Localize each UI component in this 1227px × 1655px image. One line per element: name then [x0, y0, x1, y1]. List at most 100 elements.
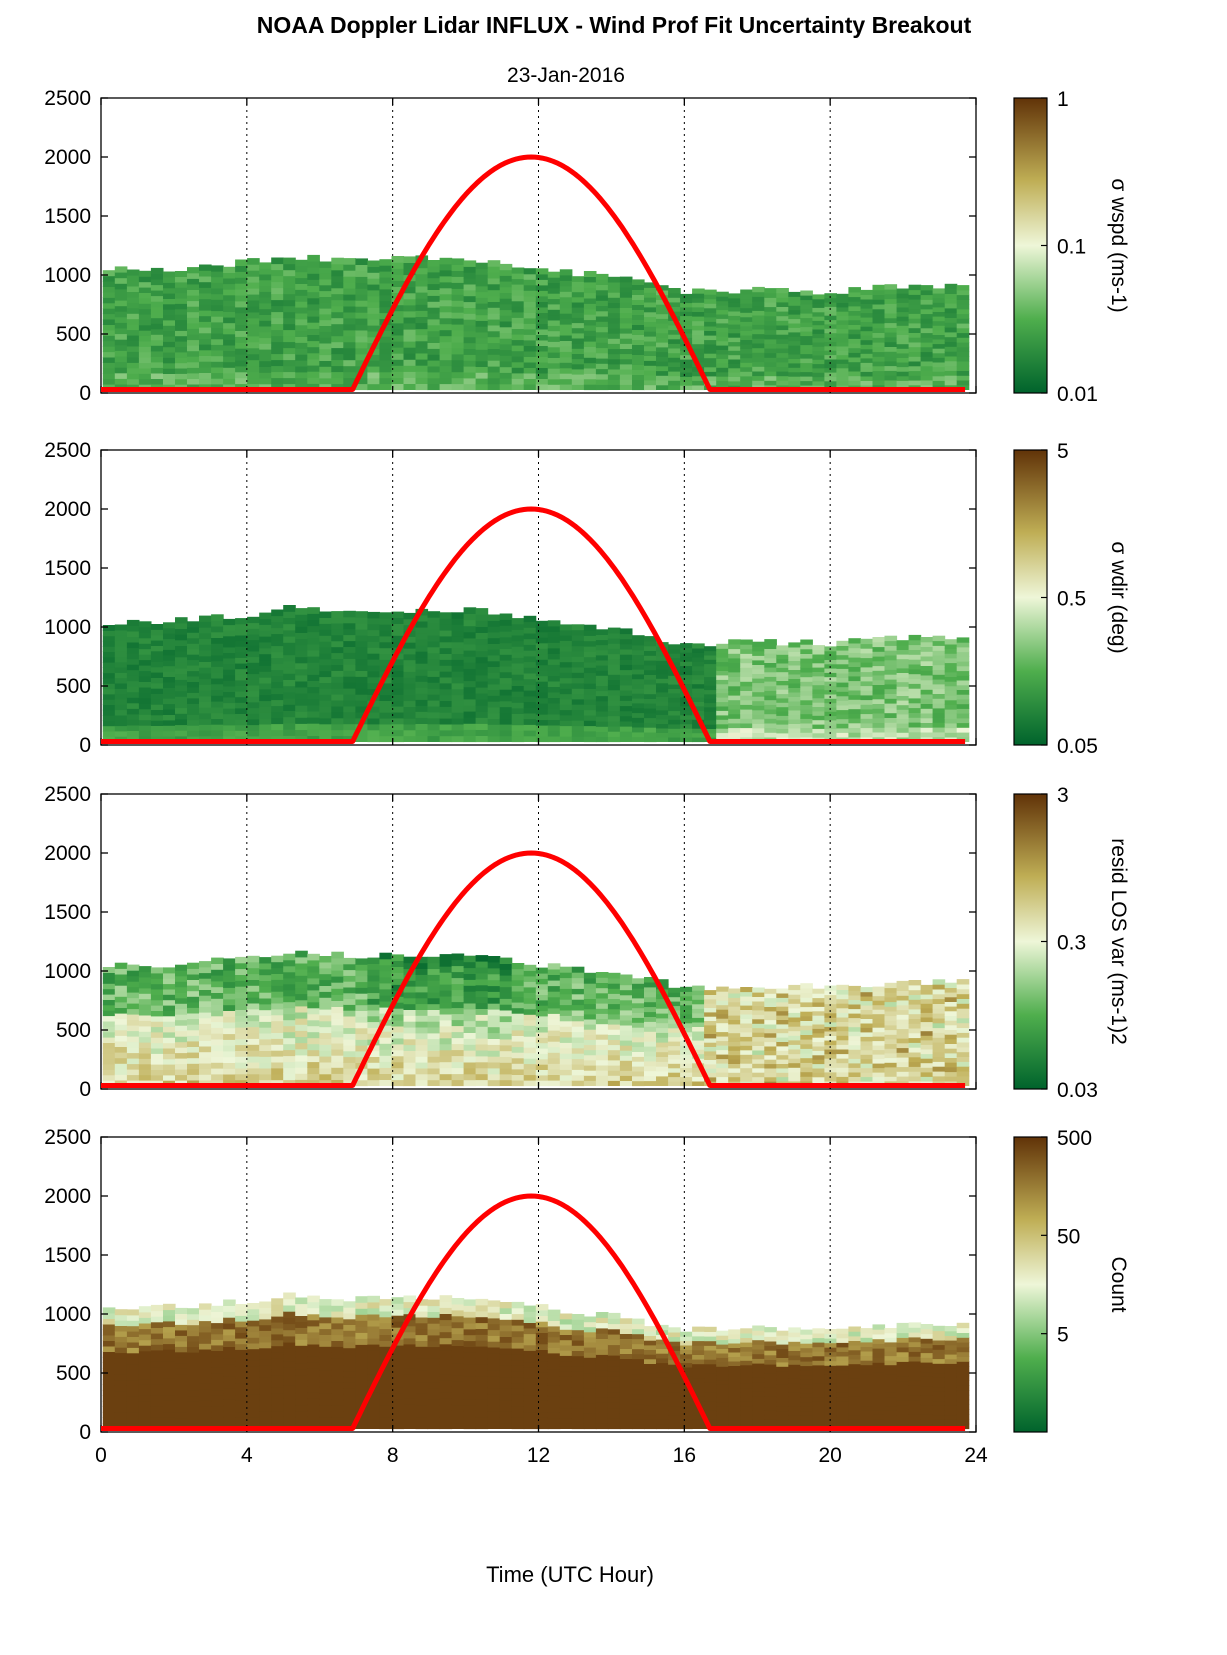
heatmap-cell: [283, 287, 296, 295]
heatmap-cell: [788, 376, 801, 382]
heatmap-cell: [187, 378, 200, 385]
heatmap-cell: [872, 991, 886, 997]
heatmap-cell: [247, 973, 260, 980]
heatmap-cell: [848, 1053, 861, 1059]
heatmap-cell: [487, 330, 501, 338]
heatmap-cell: [788, 1076, 801, 1082]
heatmap-cell: [223, 328, 236, 335]
heatmap-cell: [367, 283, 380, 291]
heatmap-cell: [571, 650, 585, 657]
heatmap-cell: [114, 294, 128, 301]
heatmap-cell: [944, 667, 958, 673]
heatmap-cell: [379, 271, 392, 278]
heatmap-cell: [920, 1067, 934, 1073]
heatmap-cell: [728, 988, 741, 994]
heatmap-cell: [728, 310, 741, 316]
heatmap-cell: [944, 639, 958, 645]
heatmap-cell: [259, 1015, 272, 1022]
heatmap-cell: [331, 723, 344, 731]
heatmap-cell: [547, 303, 561, 310]
heatmap-cell: [559, 966, 573, 973]
heatmap-cell: [391, 262, 405, 269]
heatmap-cell: [583, 651, 597, 658]
heatmap-cell: [247, 701, 260, 709]
heatmap-cell: [175, 997, 188, 1004]
heatmap-cell: [812, 337, 825, 343]
heatmap-cell: [632, 988, 645, 994]
heatmap-cell: [295, 1005, 308, 1013]
heatmap-cell: [271, 347, 284, 355]
heatmap-cell: [439, 635, 453, 643]
heatmap-cell: [595, 644, 609, 651]
heatmap-cell: [175, 1058, 188, 1065]
heatmap-cell: [692, 688, 705, 694]
heatmap-cell: [199, 292, 212, 300]
heatmap-cell: [764, 667, 777, 673]
heatmap-cell: [896, 663, 910, 669]
heatmap-cell: [187, 990, 200, 997]
heatmap-cell: [175, 662, 188, 669]
heatmap-cell: [487, 1009, 501, 1016]
heatmap-cell: [211, 1033, 224, 1040]
heatmap-cell: [908, 644, 922, 650]
heatmap-cell: [138, 1074, 152, 1081]
heatmap-cell: [836, 341, 849, 347]
heatmap-cell: [319, 267, 332, 274]
heatmap-cell: [848, 1031, 861, 1037]
heatmap-cell: [355, 981, 368, 988]
heatmap-cell: [283, 971, 296, 979]
heatmap-cell: [163, 330, 176, 337]
heatmap-cell: [800, 1029, 813, 1035]
heatmap-cell: [175, 335, 188, 342]
heatmap-cell: [619, 374, 633, 380]
heatmap-cell: [920, 375, 934, 381]
heatmap-cell: [716, 1018, 729, 1024]
heatmap-cell: [692, 1008, 705, 1014]
heatmap-cell: [259, 366, 272, 373]
heatmap-cell: [559, 645, 573, 652]
heatmap-cell: [223, 663, 236, 670]
heatmap-cell: [403, 712, 417, 719]
heatmap-cell: [163, 676, 176, 683]
heatmap-cell: [102, 640, 116, 647]
heatmap-cell: [343, 258, 356, 265]
heatmap-cell: [644, 321, 657, 327]
heatmap-cell: [704, 1046, 717, 1052]
heatmap-cell: [704, 344, 717, 350]
heatmap-cell: [860, 339, 874, 345]
heatmap-cell: [463, 997, 477, 1004]
heatmap-cell: [680, 1049, 693, 1055]
heatmap-cell: [836, 727, 849, 733]
heatmap-cell: [848, 319, 861, 325]
heatmap-cell: [126, 1401, 140, 1408]
heatmap-cell: [535, 642, 549, 649]
heatmap-cell: [271, 717, 284, 725]
heatmap-cell: [114, 372, 128, 379]
heatmap-cell: [716, 652, 729, 658]
heatmap-cell: [199, 724, 212, 731]
heatmap-cell: [523, 667, 537, 674]
heatmap-cell: [547, 287, 561, 294]
heatmap-cell: [860, 353, 874, 359]
heatmap-cell: [764, 727, 777, 733]
heatmap-cell: [307, 723, 320, 730]
heatmap-cell: [451, 1043, 465, 1051]
heatmap-cell: [271, 275, 284, 283]
heatmap-cell: [680, 701, 693, 707]
heatmap-cell: [872, 303, 886, 310]
heatmap-cell: [692, 665, 705, 671]
heatmap-cell: [379, 383, 392, 390]
heatmap-cell: [114, 645, 128, 652]
heatmap-cell: [535, 301, 549, 308]
heatmap-cell: [872, 708, 886, 714]
heatmap-cell: [487, 689, 501, 696]
heatmap-cell: [884, 284, 898, 290]
heatmap-cell: [331, 988, 344, 995]
heatmap-cell: [391, 966, 405, 973]
heatmap-cell: [523, 1003, 537, 1010]
heatmap-cell: [319, 313, 332, 321]
heatmap-cell: [319, 366, 332, 373]
y-tick-label: 500: [56, 675, 91, 698]
heatmap-cell: [307, 291, 320, 299]
heatmap-cell: [571, 688, 585, 695]
